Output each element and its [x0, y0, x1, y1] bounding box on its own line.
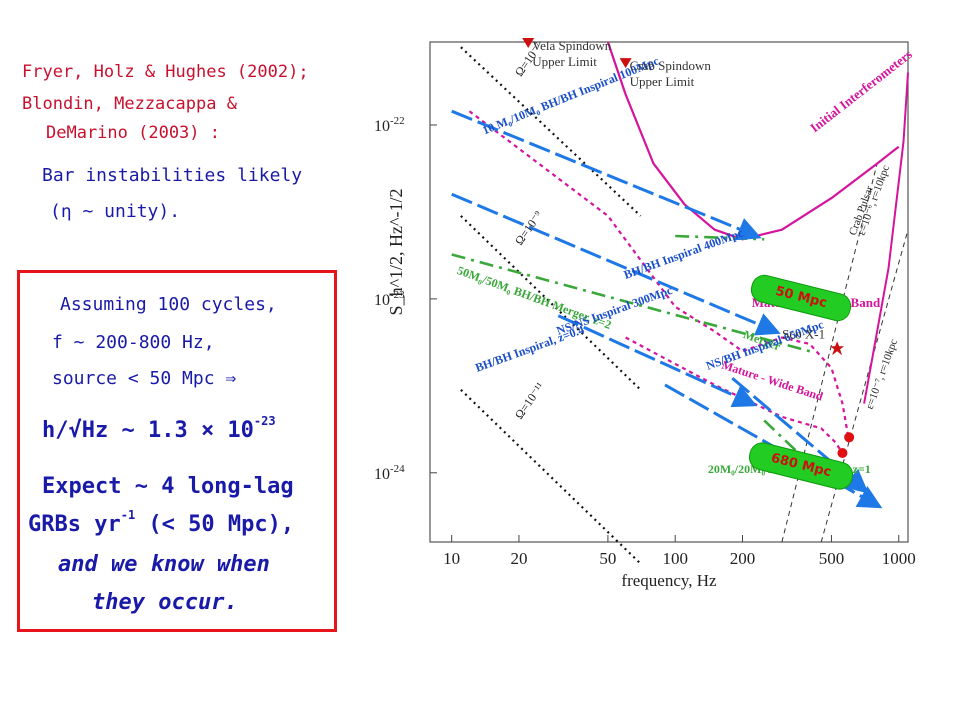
assume-line-3: source < 50 Mpc ⇒ [52, 368, 237, 389]
interferometer-curve [606, 41, 900, 241]
citation-line-1: Fryer, Holz & Hughes (2002); [22, 62, 309, 82]
inspiral-label-4: BH/BH Inspiral, z=0.4 [473, 322, 586, 374]
inspiral-arrow-1 [451, 192, 781, 336]
upper-limit-label1-1: Crab Spindown [630, 58, 712, 73]
expect-exponent: -1 [120, 508, 136, 522]
expect-line-2: GRBs yr-1 (< 50 Mpc), [28, 508, 295, 537]
upper-limit-label2-1: Upper Limit [630, 74, 695, 89]
mature-line-1 [625, 336, 844, 454]
strain-estimate: h/√Hz ~ 1.3 × 10-23 [42, 414, 276, 443]
strain-base: h/√Hz ~ 1.3 × 10 [42, 418, 254, 443]
bar-instability-line-2: (η ~ unity). [50, 201, 181, 222]
y-axis-label: S_h^1/2, Hz^-1/2 [386, 189, 406, 316]
assume-line-1: Assuming 100 cycles, [60, 294, 277, 315]
expect-grbs: GRBs yr [28, 512, 121, 537]
x-axis-label: frequency, Hz [621, 571, 717, 590]
omega-label-1: Ω=10⁻⁹ [512, 208, 545, 247]
interferometer-right-branch [863, 72, 909, 404]
merger-line-2 [763, 419, 806, 460]
sco-x1-label: Sco X-1 [782, 326, 825, 341]
inspiral-arrow-2 [557, 314, 758, 408]
strain-exponent: -23 [253, 414, 276, 428]
plot-frame [429, 41, 909, 543]
omega-line-2 [460, 389, 642, 565]
y-tick-exponent-1: -23 [390, 289, 405, 301]
x-tick-label-6: 1000 [882, 549, 916, 568]
upper-limit-marker-0 [522, 38, 535, 48]
mature-line-0 [468, 110, 851, 443]
x-tick-label-0: 10 [443, 549, 460, 568]
sensitivity-chart: 10 20 50 100 200 500 100010-2210-2310-24freque… [374, 38, 916, 590]
assumption-box [17, 270, 337, 632]
merger-line-0 [451, 253, 811, 353]
x-tick-label-5: 500 [819, 549, 845, 568]
assume-line-2: f ~ 200-800 Hz, [52, 332, 215, 353]
pulsar-line-1 [820, 229, 909, 543]
x-tick-label-3: 100 [662, 549, 688, 568]
citation-line-2: Blondin, Mezzacappa & [22, 94, 237, 114]
y-tick-exponent-0: -22 [390, 115, 405, 127]
bar-instability-line-1: Bar instabilities likely [42, 165, 303, 186]
inspiral-label-1: BH/BH Inspiral 400Mpc [622, 225, 746, 281]
upper-limit-marker-1 [619, 58, 632, 69]
red-marker-0 [837, 447, 848, 458]
x-tick-label-4: 200 [730, 549, 756, 568]
expect-line-3: and we know when [58, 552, 270, 577]
interferometer-label: Initial Interferometers [807, 47, 915, 136]
expect-line-1: Expect ~ 4 long-lag [42, 474, 294, 499]
sco-x1-star [830, 341, 845, 356]
expect-distance: (< 50 Mpc), [135, 512, 295, 537]
upper-limit-label2-0: Upper Limit [532, 54, 597, 69]
x-tick-label-1: 20 [510, 549, 527, 568]
y-tick-exponent-2: -24 [390, 463, 405, 475]
y-tick-label-2: 10-24 [374, 463, 405, 483]
omega-label-2: Ω=10⁻¹¹ [512, 379, 547, 421]
y-tick-label-0: 10-22 [374, 115, 405, 135]
red-marker-1 [844, 432, 855, 443]
expect-line-4: they occur. [92, 590, 238, 615]
x-tick-label-2: 50 [599, 549, 616, 568]
omega-line-0 [460, 46, 642, 217]
citation-line-3: DeMarino (2003) : [46, 123, 220, 143]
upper-limit-label1-0: Vela Spindown [532, 38, 612, 53]
